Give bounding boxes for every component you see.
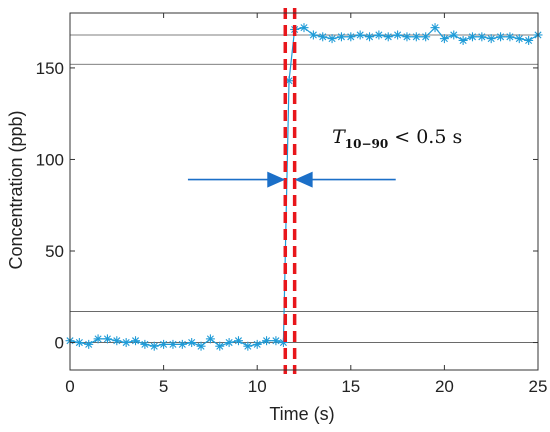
x-tick-label-1: 5: [159, 377, 168, 396]
annotation-symbol: T: [332, 126, 346, 148]
data-point-47: [496, 32, 506, 42]
data-point-12: [177, 339, 187, 349]
data-point-31: [346, 32, 356, 42]
series-layer: [65, 23, 543, 351]
x-axis-label: Time (s): [269, 404, 334, 424]
ticks-layer: 0 5 10 15 20 25 0 50 100 150: [36, 13, 548, 396]
data-point-32: [355, 30, 365, 40]
data-point-38: [411, 32, 421, 42]
data-point-16: [215, 341, 225, 351]
data-point-11: [168, 339, 178, 349]
data-point-45: [477, 32, 487, 42]
data-point-13: [187, 338, 197, 348]
data-point-2: [84, 339, 94, 349]
vertical-markers: [283, 8, 297, 374]
data-point-14: [196, 341, 206, 351]
left-arrow-head: [267, 171, 286, 188]
right-arrow-head: [294, 171, 313, 188]
data-point-28: [318, 32, 328, 42]
data-point-29: [327, 34, 337, 44]
data-point-3: [93, 334, 103, 344]
series-line: [69, 26, 539, 347]
data-point-9: [149, 341, 159, 351]
data-point-50: [524, 35, 534, 45]
data-point-17: [224, 338, 234, 348]
data-point-23: [278, 338, 288, 348]
data-point-1: [74, 338, 84, 348]
data-point-35: [383, 32, 393, 42]
data-point-43: [458, 35, 468, 45]
data-point-22: [271, 336, 281, 346]
data-point-4: [102, 334, 112, 344]
x-tick-label-4: 20: [435, 377, 454, 396]
annotation-subscript: 10−90: [345, 137, 388, 151]
data-point-37: [402, 32, 412, 42]
data-point-30: [336, 32, 346, 42]
axes-frame: [69, 12, 539, 371]
data-point-20: [252, 339, 262, 349]
data-point-8: [140, 339, 150, 349]
reference-lines: [70, 34, 538, 343]
arrows-layer: [187, 171, 396, 188]
data-point-27: [308, 30, 318, 40]
data-point-34: [374, 30, 384, 40]
data-point-21: [262, 336, 272, 346]
data-point-36: [393, 30, 403, 40]
x-tick-label-2: 10: [248, 377, 267, 396]
y-tick-label-1: 50: [45, 242, 64, 261]
data-point-26: [299, 23, 309, 33]
data-point-49: [514, 34, 524, 44]
data-point-44: [467, 32, 477, 42]
data-point-42: [449, 30, 459, 40]
axes-box: [69, 12, 539, 371]
data-point-39: [421, 32, 431, 42]
y-tick-label-0: 0: [55, 334, 64, 353]
data-point-19: [243, 341, 253, 351]
y-axis-label: Concentration (ppb): [6, 110, 26, 269]
y-tick-label-3: 150: [36, 59, 64, 78]
data-point-40: [430, 23, 440, 33]
annotation-inequality: < 0.5 s: [388, 126, 462, 148]
data-point-48: [505, 32, 515, 42]
y-tick-label-2: 100: [36, 150, 64, 169]
data-point-7: [131, 336, 141, 346]
data-point-46: [486, 34, 496, 44]
x-tick-label-5: 25: [529, 377, 548, 396]
data-point-15: [205, 334, 215, 344]
data-point-33: [365, 32, 375, 42]
data-point-18: [233, 336, 243, 346]
data-point-5: [112, 336, 122, 346]
x-tick-label-3: 15: [341, 377, 360, 396]
data-point-41: [439, 34, 449, 44]
rise-time-annotation: T10−90 < 0.5 s: [332, 126, 462, 151]
data-point-10: [159, 339, 169, 349]
data-point-6: [121, 338, 131, 348]
x-tick-label-0: 0: [65, 377, 74, 396]
